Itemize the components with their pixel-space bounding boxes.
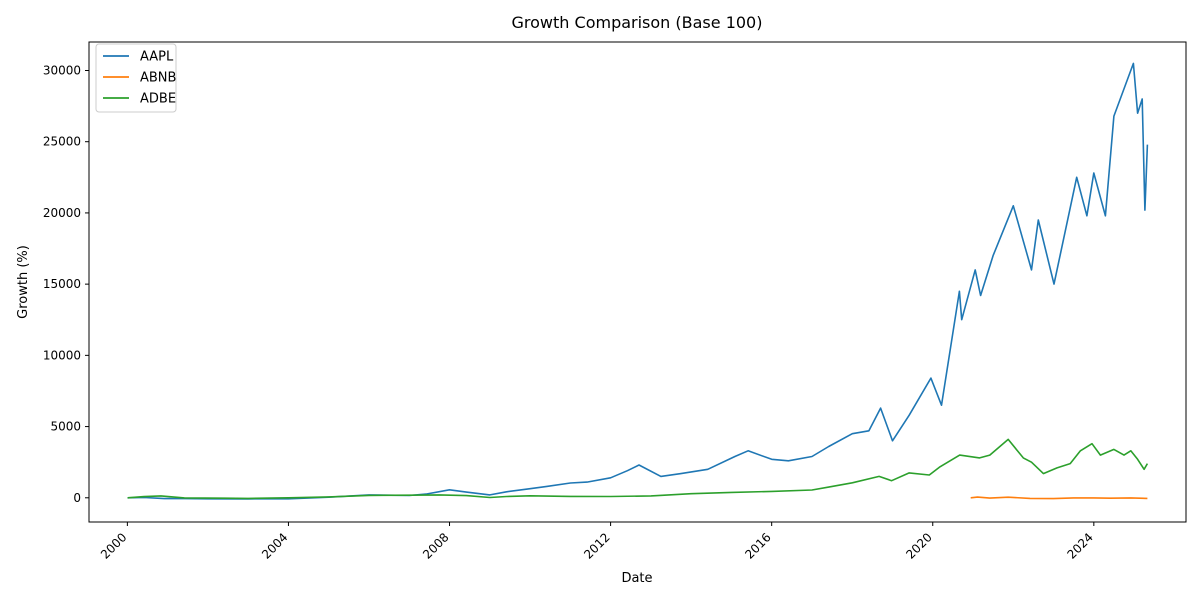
y-tick-label: 10000 <box>43 348 81 362</box>
legend-label-aapl: AAPL <box>140 50 174 65</box>
y-tick-label: 15000 <box>43 277 81 291</box>
x-tick-label: 2004 <box>259 530 290 561</box>
legend-box <box>95 43 177 113</box>
x-tick-label: 2024 <box>1064 530 1095 561</box>
x-tick-label: 2000 <box>98 530 129 561</box>
x-tick-label: 2008 <box>420 530 451 561</box>
y-tick-label: 5000 <box>50 420 81 434</box>
y-tick-label: 25000 <box>43 135 81 149</box>
x-tick-label: 2016 <box>742 530 773 561</box>
plot-frame <box>88 41 1187 523</box>
series-line-aapl <box>127 62 1149 500</box>
legend: AAPL ABNB ADBE <box>95 43 177 113</box>
series-line-abnb <box>970 496 1148 500</box>
legend-label-abnb: ABNB <box>140 71 176 86</box>
chart-title: Growth Comparison (Base 100) <box>512 13 763 32</box>
x-tick-label: 2020 <box>903 530 934 561</box>
x-tick-label: 2012 <box>581 530 612 561</box>
legend-label-adbe: ADBE <box>140 92 176 107</box>
y-axis-label: Growth (%) <box>16 245 31 319</box>
series-line-adbe <box>127 438 1149 500</box>
y-tick-label: 30000 <box>43 63 81 77</box>
x-axis-label: Date <box>621 571 652 586</box>
y-tick-label: 20000 <box>43 206 81 220</box>
y-tick-label: 0 <box>73 491 81 505</box>
